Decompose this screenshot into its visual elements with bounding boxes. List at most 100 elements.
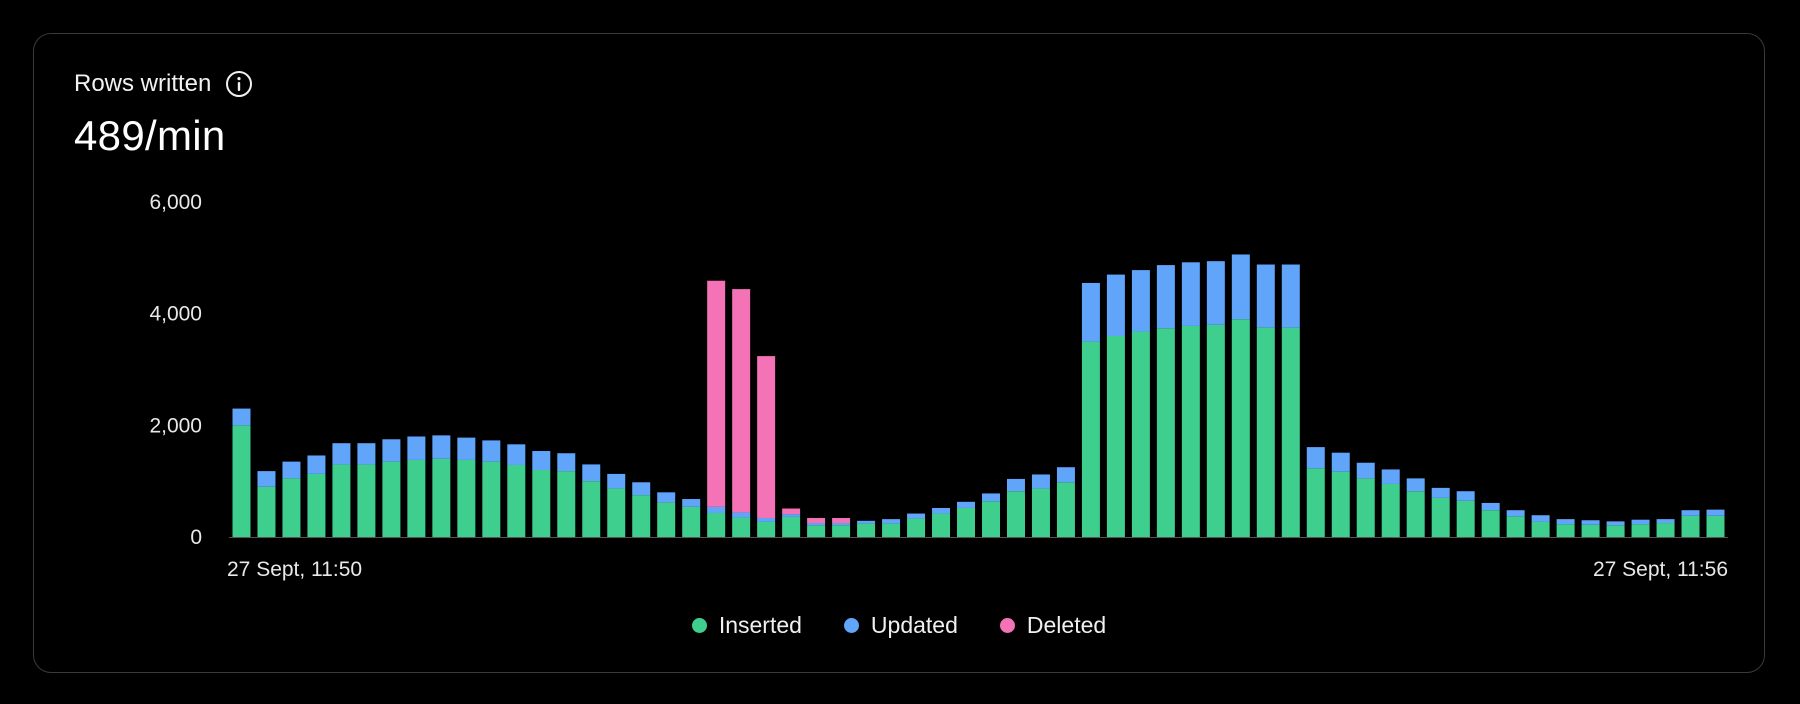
bar-segment-updated[interactable]	[332, 443, 351, 465]
bar-segment-updated[interactable]	[932, 507, 951, 514]
bar-segment-deleted[interactable]	[807, 518, 826, 524]
bar-segment-inserted[interactable]	[1581, 524, 1600, 537]
bar-segment-inserted[interactable]	[507, 464, 526, 537]
bar-segment-inserted[interactable]	[707, 512, 726, 537]
bar-segment-updated[interactable]	[432, 435, 451, 459]
bar-segment-deleted[interactable]	[732, 289, 751, 513]
bar-segment-updated[interactable]	[382, 439, 401, 462]
bar-segment-inserted[interactable]	[957, 507, 975, 537]
bar-segment-updated[interactable]	[1281, 264, 1300, 328]
bar-segment-updated[interactable]	[957, 501, 975, 508]
bar-segment-inserted[interactable]	[1431, 497, 1450, 537]
bar-segment-inserted[interactable]	[982, 501, 1000, 537]
bar-segment-inserted[interactable]	[857, 523, 876, 537]
bar-segment-updated[interactable]	[757, 518, 776, 522]
bar-segment-inserted[interactable]	[1281, 327, 1300, 538]
bar-segment-updated[interactable]	[982, 493, 1000, 502]
bar-segment-inserted[interactable]	[607, 488, 626, 537]
bar-segment-inserted[interactable]	[457, 459, 476, 537]
bar-segment-inserted[interactable]	[557, 471, 576, 537]
bar-segment-inserted[interactable]	[1631, 524, 1650, 537]
bar-segment-inserted[interactable]	[732, 517, 751, 537]
bar-segment-updated[interactable]	[582, 464, 601, 482]
legend-item-deleted[interactable]: Deleted	[999, 612, 1106, 639]
bar-segment-updated[interactable]	[1356, 462, 1375, 479]
bar-segment-updated[interactable]	[682, 499, 701, 507]
bar-segment-inserted[interactable]	[832, 525, 851, 537]
bar-segment-updated[interactable]	[1456, 491, 1475, 501]
bar-segment-updated[interactable]	[1206, 261, 1225, 325]
bar-segment-inserted[interactable]	[582, 481, 601, 537]
bar-segment-updated[interactable]	[907, 513, 926, 519]
bar-segment-inserted[interactable]	[1656, 523, 1675, 537]
bar-segment-inserted[interactable]	[532, 470, 551, 537]
bar-segment-deleted[interactable]	[707, 280, 726, 507]
bar-segment-inserted[interactable]	[1106, 336, 1125, 537]
bar-segment-updated[interactable]	[1006, 478, 1025, 492]
bar-segment-inserted[interactable]	[1506, 516, 1525, 537]
bar-segment-updated[interactable]	[732, 512, 751, 518]
bar-segment-updated[interactable]	[607, 473, 626, 489]
bar-segment-updated[interactable]	[407, 436, 426, 460]
bar-segment-inserted[interactable]	[1356, 478, 1375, 538]
bar-segment-inserted[interactable]	[932, 513, 951, 537]
bar-segment-updated[interactable]	[832, 523, 851, 526]
bar-segment-inserted[interactable]	[407, 459, 426, 537]
bar-segment-inserted[interactable]	[657, 502, 676, 537]
bar-segment-inserted[interactable]	[282, 478, 301, 538]
bar-segment-updated[interactable]	[1381, 469, 1400, 484]
bar-segment-updated[interactable]	[1531, 515, 1550, 522]
bar-segment-inserted[interactable]	[1006, 491, 1025, 537]
bar-segment-inserted[interactable]	[257, 486, 276, 537]
bar-segment-updated[interactable]	[282, 461, 301, 479]
bar-segment-inserted[interactable]	[307, 473, 326, 537]
bar-segment-updated[interactable]	[1631, 519, 1650, 525]
bar-segment-inserted[interactable]	[757, 521, 776, 537]
bar-segment-inserted[interactable]	[882, 523, 901, 537]
bar-segment-updated[interactable]	[1131, 270, 1150, 332]
bar-segment-inserted[interactable]	[357, 464, 376, 537]
bar-segment-inserted[interactable]	[1531, 521, 1550, 537]
bar-segment-updated[interactable]	[807, 523, 826, 526]
legend-item-inserted[interactable]: Inserted	[691, 612, 802, 639]
bar-segment-inserted[interactable]	[1481, 510, 1500, 537]
bar-segment-updated[interactable]	[1706, 509, 1725, 516]
bar-segment-updated[interactable]	[1681, 510, 1700, 516]
bar-segment-updated[interactable]	[1181, 262, 1200, 326]
bar-segment-inserted[interactable]	[1031, 488, 1050, 537]
bar-segment-updated[interactable]	[1581, 520, 1600, 525]
legend-item-updated[interactable]: Updated	[843, 612, 958, 639]
bar-segment-inserted[interactable]	[382, 461, 401, 538]
bar-segment-inserted[interactable]	[1156, 328, 1175, 537]
bar-segment-updated[interactable]	[1431, 487, 1450, 498]
bar-segment-inserted[interactable]	[1081, 341, 1100, 537]
bar-segment-updated[interactable]	[657, 492, 676, 503]
bar-segment-updated[interactable]	[507, 444, 526, 465]
bar-segment-updated[interactable]	[782, 514, 801, 517]
bar-segment-updated[interactable]	[707, 506, 726, 513]
bar-segment-inserted[interactable]	[682, 506, 701, 537]
bar-segment-updated[interactable]	[482, 440, 501, 462]
bar-segment-updated[interactable]	[1406, 478, 1425, 492]
bar-segment-updated[interactable]	[1656, 519, 1675, 524]
info-icon[interactable]	[225, 70, 253, 98]
bar-segment-updated[interactable]	[1306, 447, 1325, 469]
bar-segment-updated[interactable]	[1606, 521, 1625, 526]
bar-segment-deleted[interactable]	[832, 518, 851, 524]
bar-segment-inserted[interactable]	[632, 495, 651, 538]
bar-segment-updated[interactable]	[1256, 264, 1275, 328]
bar-segment-updated[interactable]	[532, 451, 551, 470]
bar-segment-updated[interactable]	[1506, 510, 1525, 517]
bar-segment-inserted[interactable]	[482, 461, 501, 538]
bar-segment-updated[interactable]	[1056, 467, 1075, 483]
bar-segment-inserted[interactable]	[1381, 483, 1400, 537]
bar-segment-inserted[interactable]	[1181, 325, 1200, 537]
bar-segment-inserted[interactable]	[1606, 525, 1625, 537]
bar-segment-updated[interactable]	[1031, 474, 1050, 489]
bar-segment-inserted[interactable]	[1056, 482, 1075, 537]
bar-segment-inserted[interactable]	[1231, 319, 1250, 537]
bar-segment-updated[interactable]	[257, 471, 276, 487]
bar-segment-updated[interactable]	[1231, 254, 1250, 320]
bar-segment-inserted[interactable]	[1131, 331, 1150, 537]
bar-segment-updated[interactable]	[457, 437, 476, 460]
